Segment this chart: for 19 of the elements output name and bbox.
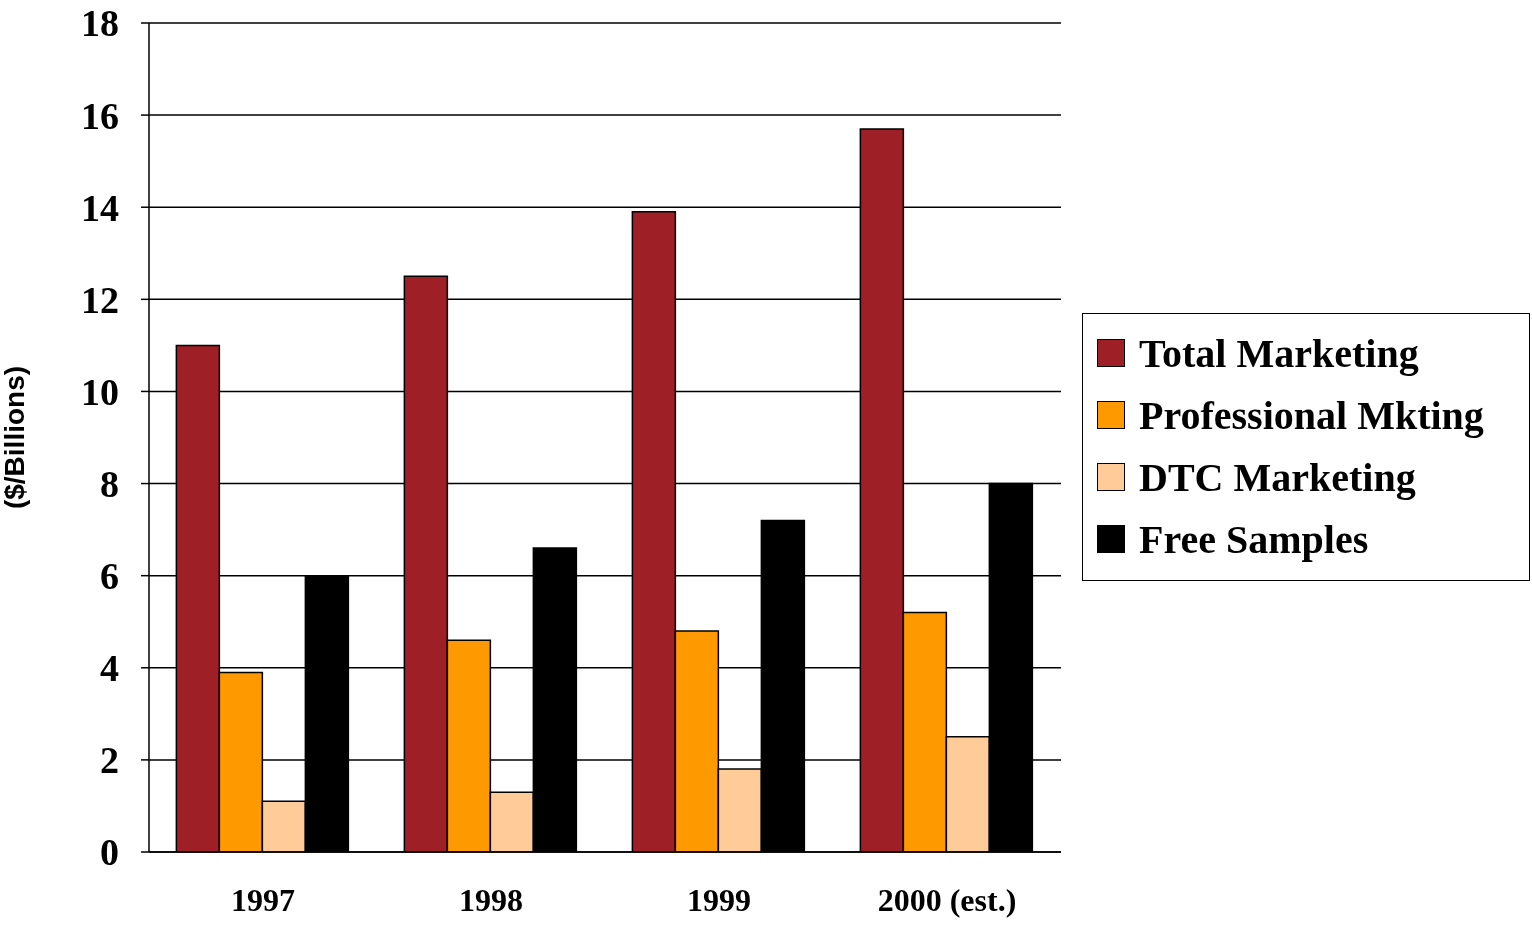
x-tick-label: 2000 (est.) [877, 881, 1017, 918]
y-tick-label: 10 [81, 370, 119, 413]
x-tick-label: 1999 [687, 881, 751, 918]
y-tick-label: 0 [100, 831, 119, 874]
y-tick-label: 12 [81, 278, 119, 321]
y-tick-label: 18 [81, 2, 119, 45]
y-tick-label: 8 [100, 463, 119, 506]
legend-label: Professional Mkting [1139, 391, 1484, 439]
y-axis-title: ($/Billions) [0, 365, 30, 510]
y-tick-label: 6 [100, 555, 119, 598]
legend-label: DTC Marketing [1139, 453, 1416, 501]
y-tick-label: 16 [81, 94, 119, 137]
y-tick-label: 2 [100, 739, 119, 782]
y-tick-label: 14 [81, 186, 119, 229]
legend-label: Total Marketing [1139, 329, 1419, 377]
x-tick-label: 1998 [459, 881, 523, 918]
legend-label: Free Samples [1139, 515, 1369, 563]
y-tick-label: 4 [100, 647, 119, 690]
x-tick-label: 1997 [231, 881, 295, 918]
